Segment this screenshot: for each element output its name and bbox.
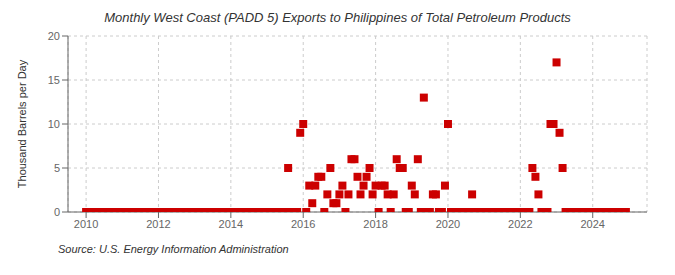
svg-text:2016: 2016 [291,218,315,230]
svg-text:2024: 2024 [580,218,604,230]
svg-text:20: 20 [48,30,60,42]
svg-text:2020: 2020 [436,218,460,230]
svg-text:2010: 2010 [74,218,98,230]
svg-text:2012: 2012 [146,218,170,230]
html-text:Source: U.S. Energy Informatio: Source: U.S. Energy Information Administ… [58,243,289,255]
svg-text:2022: 2022 [508,218,532,230]
svg-text:5: 5 [54,162,60,174]
svg-text:2014: 2014 [219,218,243,230]
svg-text:0: 0 [54,206,60,218]
html-text:Monthly West Coast (PADD 5) Ex: Monthly West Coast (PADD 5) Exports to P… [104,10,571,25]
svg-text:10: 10 [48,118,60,130]
svg-text:2018: 2018 [363,218,387,230]
svg-text:15: 15 [48,74,60,86]
svg-text:Thousand Barrels per Day: Thousand Barrels per Day [16,59,28,188]
